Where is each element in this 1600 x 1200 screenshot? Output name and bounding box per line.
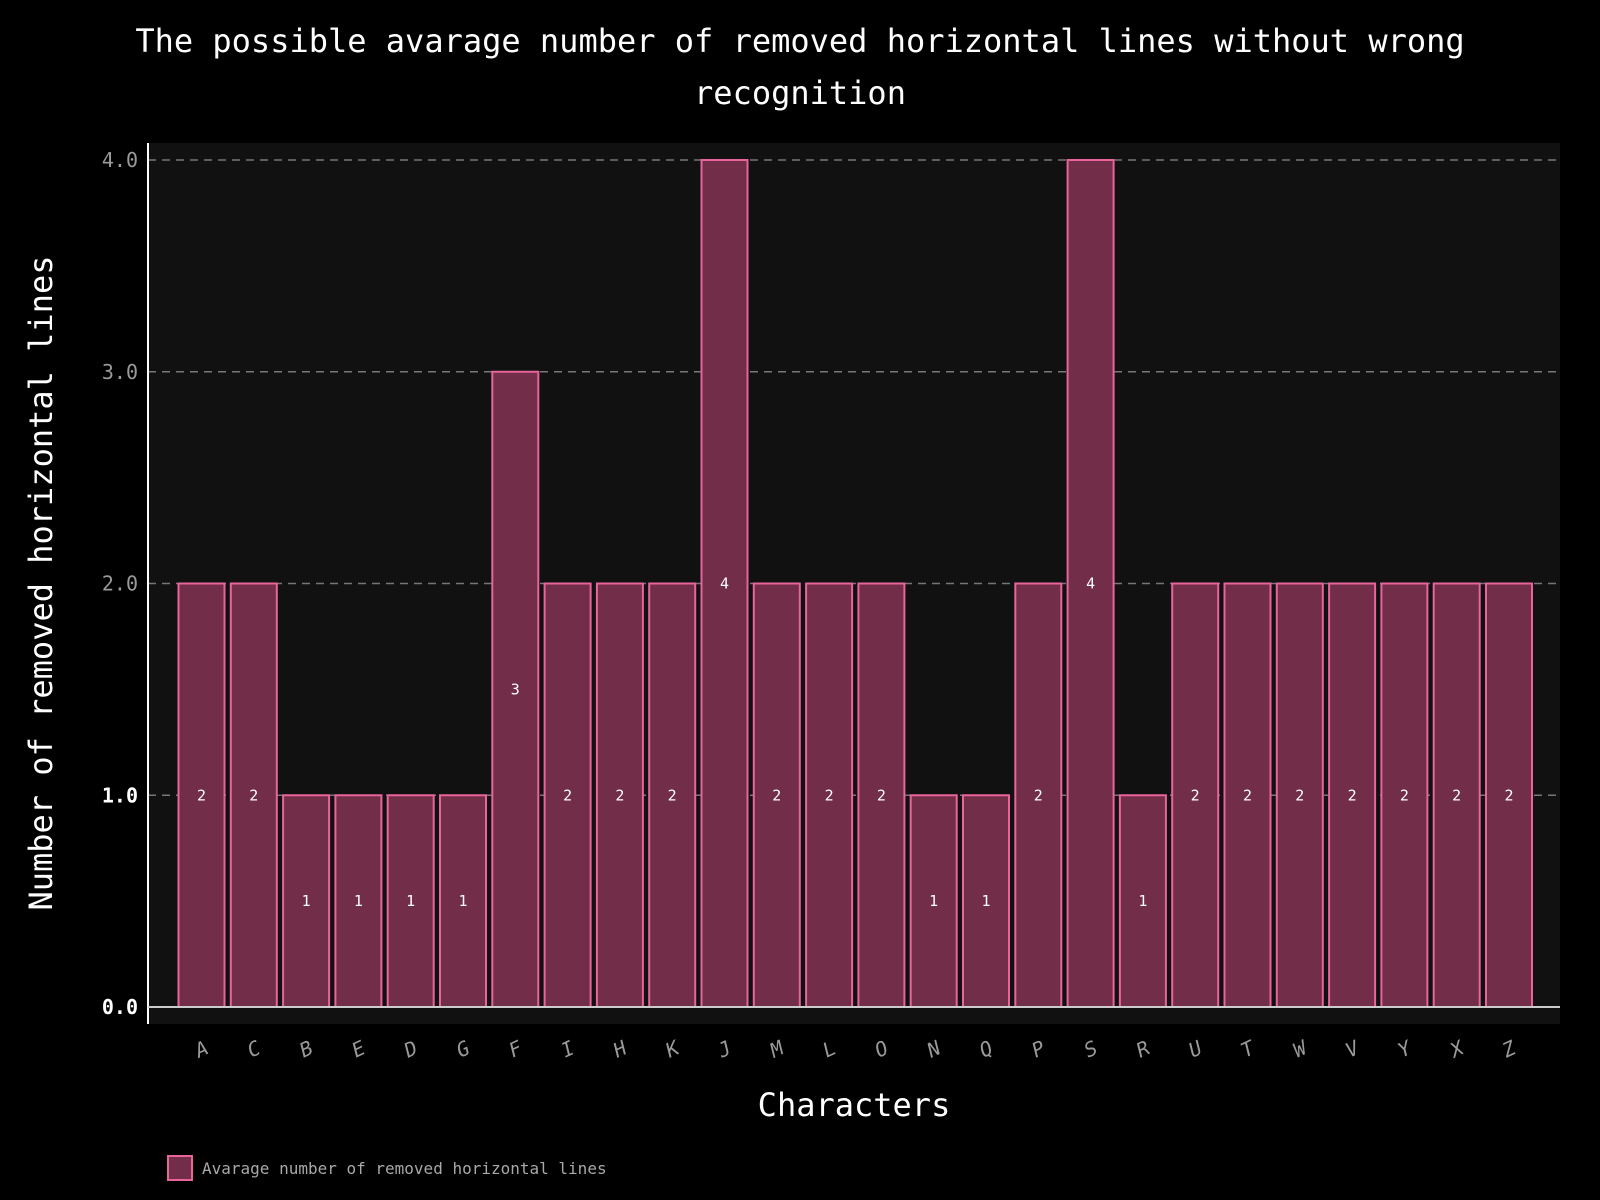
x-tick-label: G <box>452 1036 473 1063</box>
legend: Avarage number of removed horizontal lin… <box>167 1155 607 1181</box>
bar-value-label: 2 <box>1348 786 1357 804</box>
x-tick-label: O <box>871 1036 892 1063</box>
y-axis-title: Number of removed horizontal lines <box>22 255 60 910</box>
bar-value-label: 2 <box>825 786 834 804</box>
x-tick-label: B <box>296 1036 317 1063</box>
x-tick-label: F <box>505 1035 527 1062</box>
grid-lines <box>148 159 1560 796</box>
bar-r <box>1118 794 1167 1008</box>
x-tick-label: C <box>243 1036 264 1063</box>
x-tick-label: H <box>608 1035 631 1063</box>
x-tick-label: Q <box>975 1036 996 1063</box>
bar-j <box>700 159 749 1008</box>
bar-l <box>805 582 854 1008</box>
x-tick-label: U <box>1185 1035 1207 1062</box>
bar-value-label: 2 <box>249 786 258 804</box>
bar-value-label: 1 <box>981 892 990 910</box>
bar-value-label: 1 <box>1138 892 1147 910</box>
bar-f <box>491 370 540 1008</box>
x-axis-title: Characters <box>758 1086 951 1124</box>
bar-value-label: 1 <box>458 892 467 910</box>
y-tick-label: 3.0 <box>102 360 138 384</box>
bar-w <box>1275 582 1324 1008</box>
bar-v <box>1328 582 1377 1008</box>
y-tick-label: 2.0 <box>102 572 138 596</box>
bar-o <box>857 582 906 1008</box>
y-tick-label: 1.0 <box>102 783 138 807</box>
x-tick-label: L <box>819 1036 840 1063</box>
bar-t <box>1223 582 1272 1008</box>
x-tick-label: N <box>922 1035 945 1063</box>
bar-value-label: 2 <box>772 786 781 804</box>
bar-value-label: 2 <box>197 786 206 804</box>
bar-value-label: 2 <box>1400 786 1409 804</box>
x-tick-label: X <box>1444 1035 1469 1064</box>
legend-swatch <box>167 1155 193 1181</box>
x-tick-label: K <box>661 1035 685 1063</box>
legend-label: Avarage number of removed horizontal lin… <box>202 1159 607 1178</box>
x-tick-label: T <box>1237 1035 1260 1063</box>
x-tick-label: W <box>1289 1035 1312 1063</box>
x-tick-label: R <box>1132 1036 1153 1063</box>
bar-value-label: 2 <box>563 786 572 804</box>
y-tick-label: 0.0 <box>102 995 138 1019</box>
bar-value-label: 4 <box>1086 575 1095 593</box>
x-tick-label: V <box>1342 1035 1364 1062</box>
bar-value-label: 2 <box>1295 786 1304 804</box>
bar-n <box>909 794 958 1008</box>
y-tick-labels: 0.0 1.0 2.0 3.0 4.0 <box>102 148 138 1019</box>
bar-value-label: 3 <box>511 680 520 698</box>
x-tick-label: J <box>713 1036 735 1063</box>
x-tick-label: D <box>399 1036 421 1063</box>
bar-k <box>648 582 697 1008</box>
bar-value-label: 2 <box>1504 786 1513 804</box>
bar-value-label: 2 <box>1243 786 1252 804</box>
x-tick-label: M <box>765 1035 788 1063</box>
bar-z <box>1485 582 1533 1008</box>
bar-x <box>1432 582 1481 1008</box>
x-tick-label: P <box>1028 1036 1049 1063</box>
chart-title-line2: recognition <box>694 74 906 112</box>
chart-title-line1: The possible avarage number of removed h… <box>135 22 1464 60</box>
bar-value-label: 2 <box>1191 786 1200 804</box>
bar-q <box>962 794 1010 1008</box>
bar-value-label: 2 <box>1452 786 1461 804</box>
bar-value-label: 1 <box>354 892 363 910</box>
bar-value-label: 2 <box>668 786 677 804</box>
bar-g <box>439 794 487 1008</box>
bars <box>177 159 1533 1008</box>
x-tick-label: Z <box>1498 1035 1521 1063</box>
bar-value-label: 2 <box>877 786 886 804</box>
bar-d <box>386 794 435 1008</box>
bar-value-label: 1 <box>929 892 938 910</box>
bar-i <box>543 582 592 1008</box>
x-tick-label: I <box>557 1036 578 1063</box>
bar-value-label: 4 <box>720 575 729 593</box>
y-tick-label: 4.0 <box>102 148 138 172</box>
bar-b <box>282 794 331 1008</box>
x-tick-label: A <box>189 1036 212 1064</box>
x-tick-label: E <box>348 1036 369 1063</box>
bar-c <box>229 582 278 1008</box>
bar-value-label: 1 <box>302 892 311 910</box>
bar-value-label: 2 <box>615 786 624 804</box>
x-tick-label: Y <box>1394 1035 1417 1063</box>
data-labels: 2 2 1 1 1 1 3 2 2 2 4 2 2 2 1 1 2 4 1 2 2 2 2 2 2 2 <box>197 575 1514 911</box>
x-tick-label: S <box>1080 1036 1101 1063</box>
bar-value-label: 1 <box>406 892 415 910</box>
bar-value-label: 2 <box>1034 786 1043 804</box>
